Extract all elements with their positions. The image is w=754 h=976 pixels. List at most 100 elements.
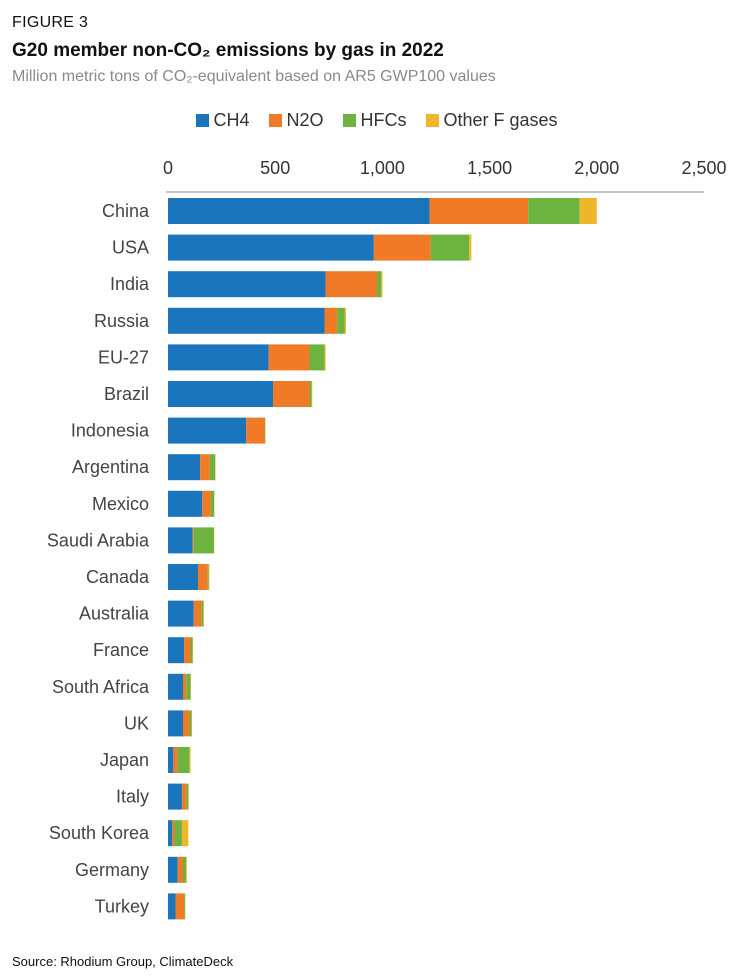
bar-segment [168, 490, 203, 517]
category-label: Russia [94, 311, 150, 331]
bar-segment [168, 344, 269, 371]
legend-label: CH4 [213, 109, 250, 130]
bar-segment [344, 307, 346, 334]
legend-item: Other F gases [426, 108, 558, 132]
bar-segment [528, 198, 580, 224]
bar-segment [325, 271, 378, 298]
bar-segment [181, 820, 189, 847]
bar-segment [268, 344, 310, 371]
bar-segment [168, 747, 174, 773]
bar-segment [193, 527, 215, 554]
category-label: Mexico [92, 494, 149, 514]
bar-segment [168, 381, 274, 407]
bar-segment [186, 673, 191, 700]
legend-label: Other F gases [443, 109, 558, 130]
bar-segment [168, 307, 325, 334]
x-tick-label: 1,000 [360, 158, 405, 178]
bar-segment [168, 527, 193, 554]
legend-item: HFCs [343, 108, 406, 132]
x-tick-label: 500 [260, 158, 290, 178]
category-label: Japan [100, 750, 149, 770]
figure-label: FIGURE 3 [12, 14, 89, 31]
bar-segment [172, 820, 175, 847]
bar-segment [264, 417, 266, 444]
bar-segment [207, 564, 209, 590]
bar-segment [189, 747, 191, 773]
legend-item: CH4 [196, 108, 249, 132]
legend-swatch [343, 113, 357, 127]
legend-item: N2O [269, 108, 323, 132]
bar-segment [168, 673, 184, 700]
bar-segment [192, 527, 194, 554]
bar-segment [168, 564, 199, 590]
bar-segment [168, 600, 194, 627]
bar-segment [201, 600, 204, 627]
legend-swatch [269, 113, 283, 127]
category-label: Canada [86, 567, 150, 587]
bar-segment [469, 234, 472, 261]
bar-segment [429, 198, 529, 224]
bar-segment [184, 637, 191, 664]
bar-segment [175, 893, 185, 920]
bar-segment [168, 893, 176, 920]
bar-segment [324, 307, 338, 334]
legend-label: N2O [286, 109, 324, 130]
bar-segment [579, 198, 597, 224]
bar-segment [377, 271, 382, 298]
bar-segment [168, 856, 178, 883]
bar-segment [183, 856, 187, 883]
bar-segment [168, 198, 430, 224]
bar-segment [183, 710, 190, 737]
bar-segment [186, 783, 189, 810]
bar-segment [174, 820, 182, 847]
bar-segment [210, 490, 215, 517]
bar-segment [208, 564, 210, 590]
bar-segment [209, 454, 216, 481]
category-label: Brazil [104, 384, 149, 404]
chart-subtitle: Million metric tons of CO₂-equivalent ba… [12, 68, 496, 85]
category-label: USA [112, 238, 149, 258]
bar-segment [324, 344, 326, 371]
bar-segment [202, 490, 211, 517]
bar-segment [189, 710, 192, 737]
bar-segment [168, 783, 182, 810]
chart-title: G20 member non-CO₂ emissions by gas in 2… [12, 40, 444, 61]
bar-segment [177, 856, 184, 883]
bar-segment [373, 234, 431, 261]
bar-segment [273, 381, 310, 407]
category-label: Turkey [95, 896, 149, 916]
bar-segment [184, 893, 186, 920]
bar-segment [381, 271, 383, 298]
bar-segment [183, 673, 187, 700]
category-label: India [110, 274, 150, 294]
bar-segment [181, 783, 187, 810]
bar-segment [193, 600, 202, 627]
bar-segment [168, 710, 184, 737]
stacked-bar-chart: 0 500 1,000 1,500 2,000 2,500 China USA India Rus… [47, 158, 727, 920]
legend-label: HFCs [360, 109, 407, 130]
legend-swatch [196, 113, 210, 127]
x-tick-label: 2,500 [681, 158, 726, 178]
legend-swatch [426, 113, 440, 127]
bar-segment [173, 747, 178, 773]
bar-segment [177, 747, 190, 773]
bar-segment [200, 454, 210, 481]
category-label: UK [124, 713, 149, 733]
category-label: Saudi Arabia [47, 530, 150, 550]
chart-legend: CH4 N2O HFCs Other F gases [0, 108, 754, 132]
source-note: Source: Rhodium Group, ClimateDeck [12, 954, 234, 969]
category-label: Australia [79, 604, 150, 624]
bar-segment [309, 381, 312, 407]
category-label: China [102, 201, 150, 221]
category-label: Indonesia [71, 421, 150, 441]
category-label: Argentina [72, 457, 150, 477]
bar-segment [198, 564, 208, 590]
category-label: France [93, 640, 149, 660]
bar-segment [168, 820, 173, 847]
bar-segment [186, 856, 187, 883]
bar-segment [168, 637, 185, 664]
category-label: Germany [75, 860, 149, 880]
bar-segment [311, 381, 313, 407]
bar-segment [309, 344, 325, 371]
bar-segment [246, 417, 265, 444]
